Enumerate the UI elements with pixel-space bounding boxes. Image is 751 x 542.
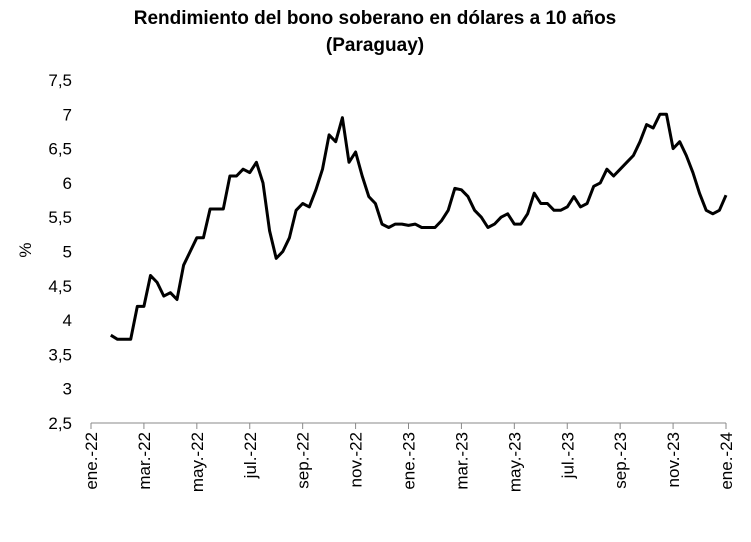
data-line <box>110 112 728 341</box>
y-tick-label: 6 <box>63 174 72 193</box>
y-tick-label: 4,5 <box>48 277 72 296</box>
y-tick-label: 7 <box>63 105 72 124</box>
x-tick-label: nov.-23 <box>664 432 683 487</box>
y-tick-label: 5 <box>63 243 72 262</box>
chart-title: Rendimiento del bono soberano en dólares… <box>134 8 617 29</box>
x-tick-label: ene.-24 <box>717 432 736 490</box>
x-tick-label: ene.-23 <box>400 432 419 490</box>
y-tick-label: 5,5 <box>48 208 72 227</box>
x-tick-label: ene.-22 <box>82 432 101 490</box>
x-tick-label: mar.-23 <box>452 432 471 490</box>
chart-title: (Paraguay) <box>326 35 424 56</box>
x-tick-label: sep.-23 <box>611 432 630 489</box>
x-tick-label: nov.-22 <box>347 432 366 487</box>
x-tick-label: may.-22 <box>188 432 207 492</box>
y-tick-label: 7,5 <box>48 71 72 90</box>
x-tick-label: sep.-22 <box>294 432 313 489</box>
x-tick-label: mar.-22 <box>135 432 154 490</box>
y-tick-label: 2,5 <box>48 414 72 433</box>
y-tick-label: 4 <box>63 311 72 330</box>
y-tick-label: 3,5 <box>48 345 72 364</box>
y-tick-label: 6,5 <box>48 140 72 159</box>
x-tick-label: jul.-22 <box>241 432 260 479</box>
y-axis-label: % <box>16 242 35 257</box>
x-tick-label: may.-23 <box>505 432 524 492</box>
x-tick-label: jul.-23 <box>558 432 577 479</box>
y-tick-label: 3 <box>63 380 72 399</box>
